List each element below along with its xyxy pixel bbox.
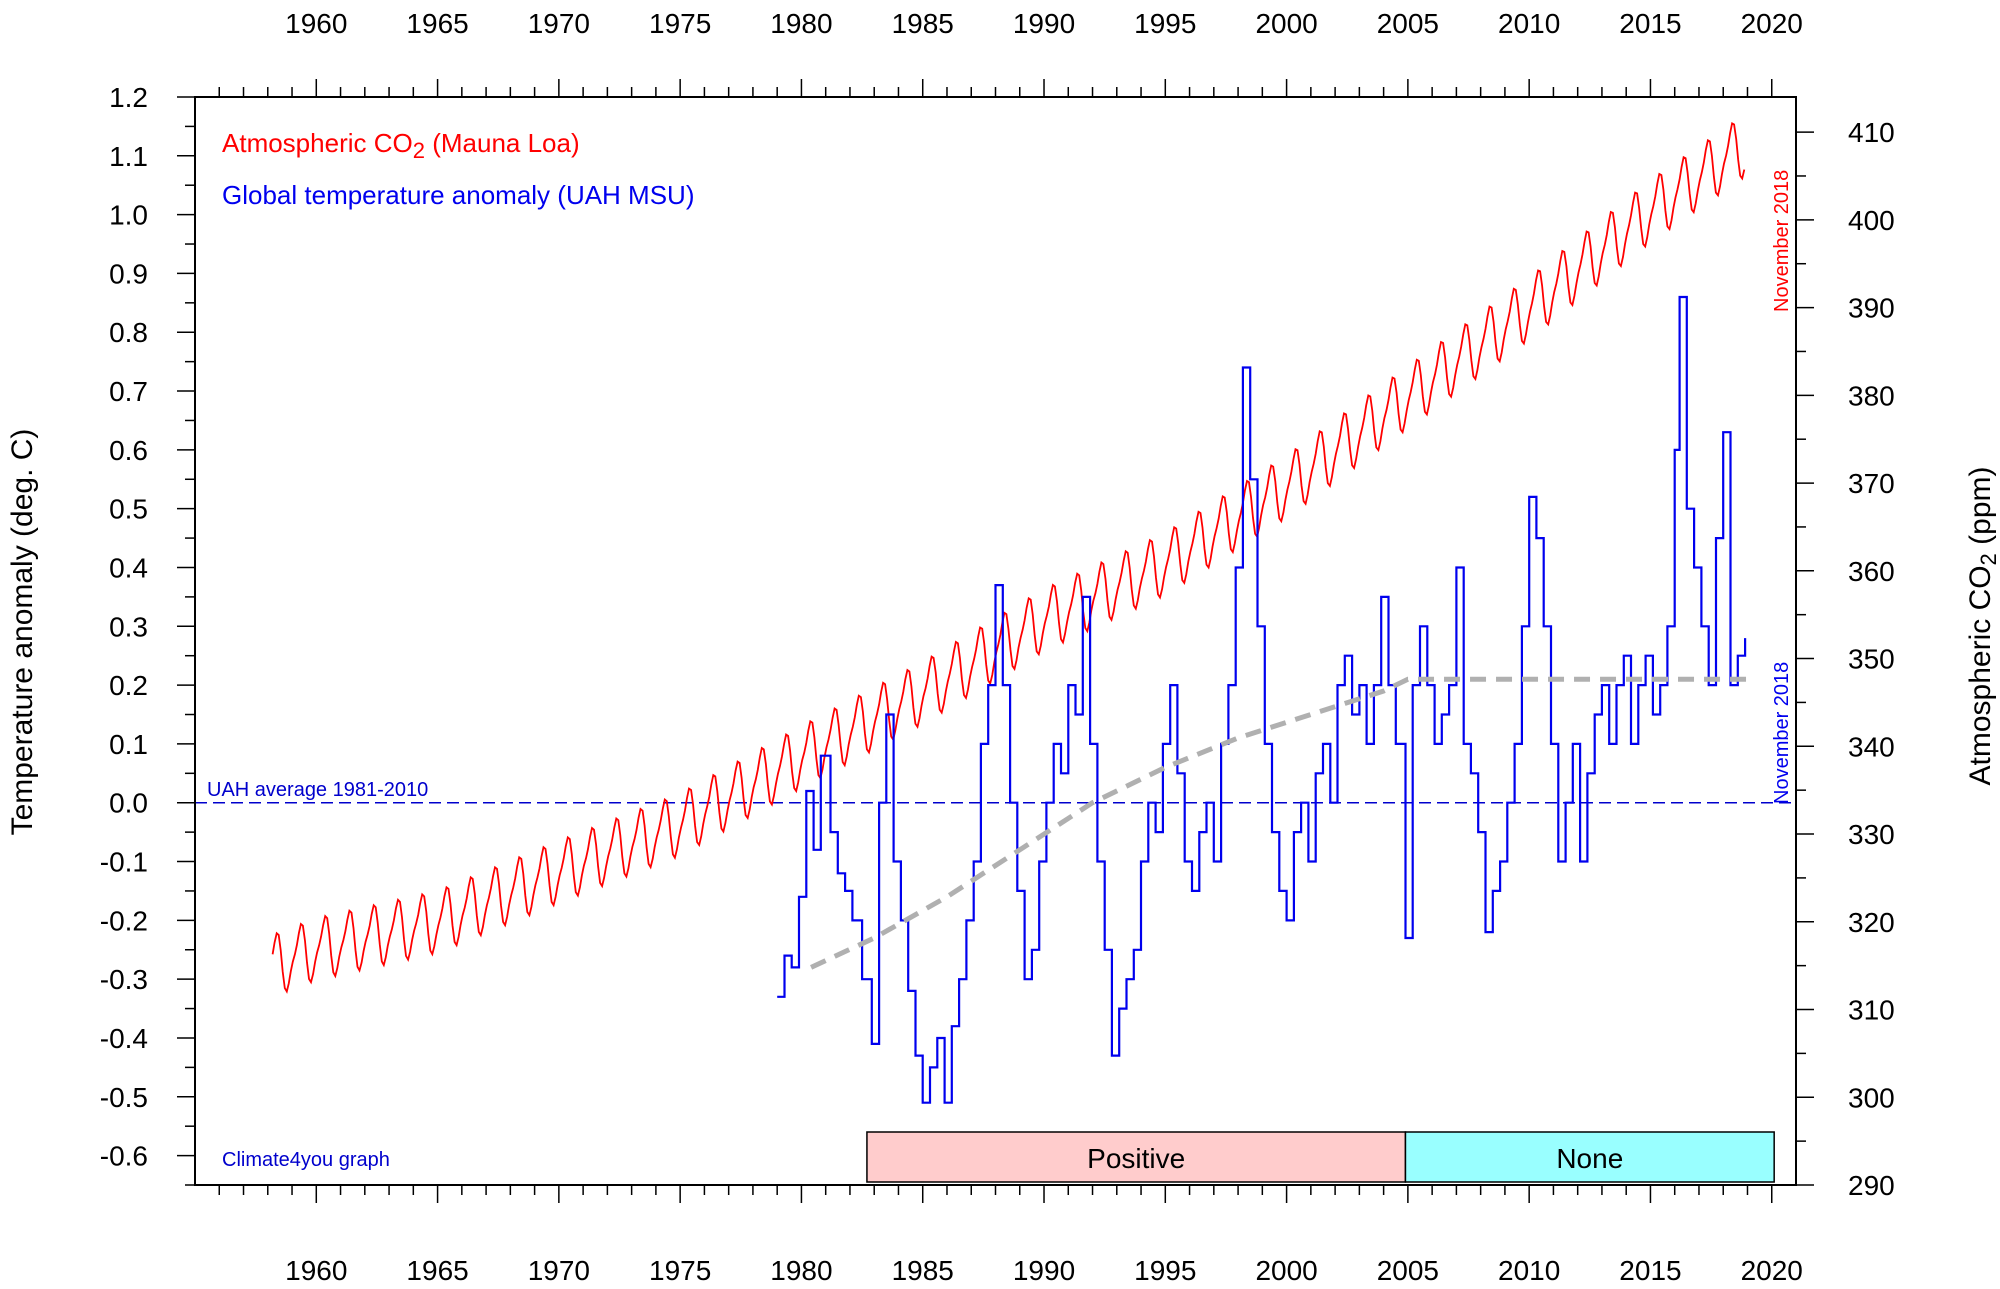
x-tick-label-top: 2000: [1255, 8, 1317, 39]
x-tick-label-top: 1995: [1134, 8, 1196, 39]
temp-end-label: November 2018: [1771, 662, 1793, 804]
y-left-tick-label: 0.6: [109, 435, 148, 466]
y-left-axis-title: Temperature anomaly (deg. C): [6, 429, 39, 836]
y-left-tick-label: -0.2: [100, 905, 148, 936]
x-tick-label-bottom: 1970: [528, 1255, 590, 1286]
series-temperature-line: [777, 295, 1747, 1104]
y-right-tick-label: 380: [1848, 380, 1895, 411]
x-tick-label-top: 1980: [770, 8, 832, 39]
band-label-1: None: [1556, 1143, 1623, 1174]
band-0: [866, 1131, 1407, 1183]
y-left-tick-label: 0.4: [109, 552, 148, 583]
y-right-tick-label: 350: [1848, 644, 1895, 675]
y-right-tick-label: 390: [1848, 293, 1895, 324]
series-co2-line: [271, 122, 1746, 994]
y-right-tick-label: 310: [1848, 995, 1895, 1026]
x-tick-label-bottom: 1960: [285, 1255, 347, 1286]
y-right-tick-label: 360: [1848, 556, 1895, 587]
x-tick-label-bottom: 2015: [1619, 1255, 1681, 1286]
y-left-tick-label: 0.7: [109, 376, 148, 407]
x-tick-label-bottom: 1995: [1134, 1255, 1196, 1286]
y-left-tick-label: 0.8: [109, 317, 148, 348]
x-tick-label-top: 2015: [1619, 8, 1681, 39]
y-left-tick-label: 0.0: [109, 788, 148, 819]
x-tick-label-bottom: 2010: [1498, 1255, 1560, 1286]
x-tick-label-top: 1975: [649, 8, 711, 39]
labels-layer: 1960 1960 1965 1965 1970 1970 1975 1975 1980 1980…: [100, 8, 1895, 1286]
y-left-tick-label: 0.2: [109, 670, 148, 701]
y-left-tick-label: 0.1: [109, 729, 148, 760]
credit-label: Climate4you graph: [222, 1149, 390, 1171]
x-tick-label-bottom: 2020: [1741, 1255, 1803, 1286]
y-right-tick-label: 300: [1848, 1082, 1895, 1113]
x-tick-label-top: 1970: [528, 8, 590, 39]
y-left-tick-label: -0.1: [100, 847, 148, 878]
x-tick-label-bottom: 1975: [649, 1255, 711, 1286]
x-tick-label-top: 2005: [1377, 8, 1439, 39]
co2-end-label: November 2018: [1771, 170, 1793, 312]
y-left-tick-label: 1.2: [109, 82, 148, 113]
y-left-tick-label: -0.5: [100, 1082, 148, 1113]
y-left-tick-label: -0.6: [100, 1141, 148, 1172]
y-left-tick-label: 0.3: [109, 611, 148, 642]
bands-layer: Positive None: [866, 1131, 1775, 1183]
y-left-tick-label: -0.3: [100, 964, 148, 995]
band-label-0: Positive: [1087, 1143, 1185, 1174]
y-right-tick-label: 340: [1848, 731, 1895, 762]
x-tick-label-bottom: 1965: [406, 1255, 468, 1286]
y-left-tick-label: 1.1: [109, 141, 148, 172]
y-left-tick-label: 0.9: [109, 258, 148, 289]
y-left-tick-label: 0.5: [109, 494, 148, 525]
y-right-axis-title: Atmospheric CO2 (ppm): [1964, 466, 2000, 785]
x-tick-label-bottom: 1980: [770, 1255, 832, 1286]
x-tick-label-bottom: 2000: [1255, 1255, 1317, 1286]
x-tick-label-top: 1985: [892, 8, 954, 39]
y-right-tick-label: 290: [1848, 1170, 1895, 1201]
y-right-tick-label: 370: [1848, 468, 1895, 499]
y-left-tick-label: -0.4: [100, 1023, 148, 1054]
x-tick-label-top: 2020: [1741, 8, 1803, 39]
x-tick-label-top: 2010: [1498, 8, 1560, 39]
y-left-tick-label: 1.0: [109, 200, 148, 231]
x-tick-label-bottom: 2005: [1377, 1255, 1439, 1286]
series-trend-line: [810, 676, 1748, 970]
x-tick-label-top: 1965: [406, 8, 468, 39]
y-right-tick-label: 320: [1848, 907, 1895, 938]
y-right-tick-label: 410: [1848, 117, 1895, 148]
x-tick-label-top: 1990: [1013, 8, 1075, 39]
band-1: [1404, 1131, 1775, 1183]
y-right-tick-label: 400: [1848, 205, 1895, 236]
y-right-tick-label: 330: [1848, 819, 1895, 850]
series-layer: [271, 122, 1748, 1104]
reference-line-label: UAH average 1981-2010: [207, 779, 428, 801]
legend-co2-label: Atmospheric CO2 (Mauna Loa): [222, 128, 580, 163]
ticks-layer: [177, 79, 1814, 1203]
legend-temp-label: Global temperature anomaly (UAH MSU): [222, 180, 695, 210]
x-tick-label-bottom: 1985: [892, 1255, 954, 1286]
x-tick-label-top: 1960: [285, 8, 347, 39]
x-tick-label-bottom: 1990: [1013, 1255, 1075, 1286]
